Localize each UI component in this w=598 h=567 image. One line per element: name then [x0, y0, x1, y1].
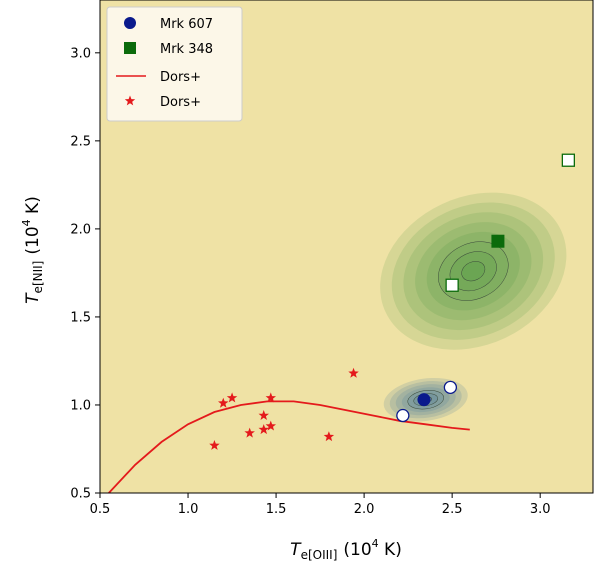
x-axis-ticks: 0.5 1.0 1.5 2.0 2.5 3.0: [90, 493, 551, 517]
contour-green-level: [403, 212, 544, 331]
contour-green-level: [391, 202, 555, 340]
x-tick-label: 0.5: [90, 502, 111, 517]
markers: [209, 153, 575, 450]
legend-box: [106, 6, 243, 122]
dors-curve: [108, 400, 470, 493]
dors-star-point: [226, 392, 238, 403]
legend-marker-dors-star: [124, 95, 136, 106]
mrk348-point: [491, 234, 505, 248]
dors-star-point: [265, 392, 276, 403]
open-square-marker: [561, 153, 575, 167]
x-tick-label: 2.0: [354, 502, 375, 517]
dors-star-point: [209, 440, 220, 450]
x-tick-label: 1.5: [266, 502, 287, 517]
x-axis-label: Te[OIII] (104 K): [290, 537, 402, 562]
dors-star-point: [348, 367, 359, 378]
legend-label-mrk607: Mrk 607: [160, 17, 213, 32]
legend-marker-mrk607: [124, 17, 136, 29]
y-tick-label: 0.5: [70, 487, 91, 502]
y-axis-ticks: 0.5 1.0 1.5 2.0 2.5 3.0: [70, 46, 100, 502]
y-tick-label: 2.5: [70, 134, 91, 149]
y-tick-label: 2.0: [70, 222, 91, 237]
dors-star-point: [258, 424, 269, 435]
y-tick-label: 1.0: [70, 398, 91, 413]
contour-green-level: [380, 192, 567, 350]
legend-marker-mrk348: [124, 42, 136, 54]
x-tick-label: 2.5: [442, 502, 463, 517]
legend-label-dors-star: Dors+: [160, 95, 201, 110]
dors-star-point: [258, 410, 269, 420]
plot-frame: [99, 0, 594, 494]
legend-label-dors-line: Dors+: [160, 70, 201, 85]
dors-star-point: [323, 431, 335, 442]
dors-star-point: [244, 427, 255, 438]
mrk607-point: [417, 393, 431, 407]
y-tick-label: 3.0: [70, 46, 91, 61]
x-tick-label: 3.0: [530, 502, 551, 517]
dors-star-point: [218, 397, 229, 408]
dors-star-point: [265, 420, 276, 431]
open-square-marker: [445, 278, 459, 292]
y-axis-label: Te[NII](104 K): [20, 196, 45, 304]
y-tick-label: 1.5: [70, 310, 91, 325]
legend: Mrk 607 Mrk 348 Dors+ Dors+: [106, 6, 243, 122]
dors-curve-line: [108, 400, 470, 493]
open-circle-marker: [443, 380, 458, 395]
open-circle-marker: [396, 408, 410, 423]
legend-label-mrk348: Mrk 348: [160, 42, 213, 57]
x-tick-label: 1.0: [178, 502, 199, 517]
contour-green-level: [461, 261, 486, 282]
